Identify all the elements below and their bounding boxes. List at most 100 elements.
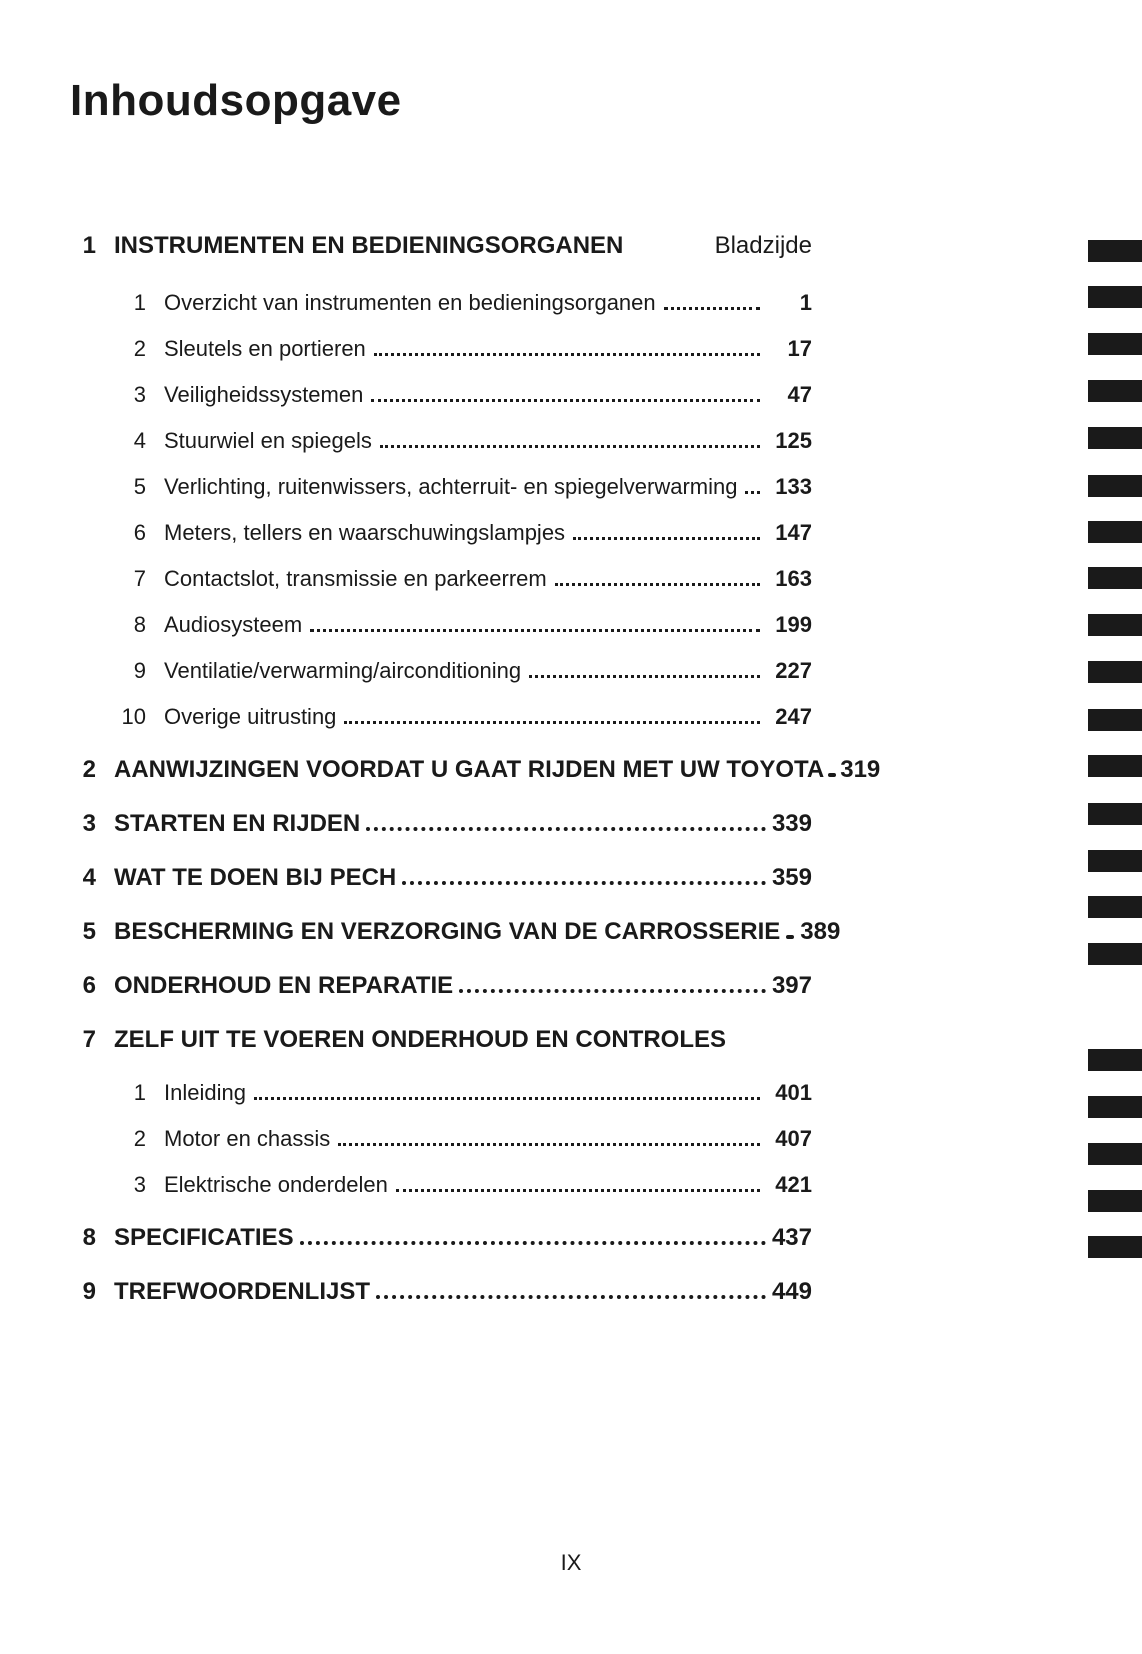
page-title: Inhoudsopgave (70, 76, 1086, 126)
section-title: BESCHERMING EN VERZORGING VAN DE CARROSS… (114, 918, 780, 946)
sub-title: Overzicht van instrumenten en bedienings… (164, 290, 656, 316)
toc-sub-row: 7Contactslot, transmissie en parkeerrem1… (114, 566, 812, 592)
edge-tab (1088, 286, 1142, 308)
sub-number: 8 (114, 612, 146, 638)
edge-tab (1088, 380, 1142, 402)
section-title: TREFWOORDENLIJST (114, 1278, 370, 1306)
leader-dots (371, 387, 760, 402)
leader-dots (573, 525, 760, 540)
section-number: 3 (70, 810, 96, 838)
subsection-block: 1Inleiding4012Motor en chassis4073Elektr… (70, 1080, 812, 1198)
subsection-block: 1 Overzicht van instrumenten en bediening… (70, 290, 812, 730)
sub-title: Sleutels en portieren (164, 336, 366, 362)
edge-tab (1088, 240, 1142, 262)
sub-title: Motor en chassis (164, 1126, 330, 1152)
leader-dots (786, 922, 794, 939)
edge-tab (1088, 475, 1142, 497)
edge-tab (1088, 1236, 1142, 1258)
sub-number: 10 (114, 704, 146, 730)
section-page: 449 (772, 1278, 812, 1306)
edge-tab (1088, 709, 1142, 731)
edge-tab (1088, 896, 1142, 918)
toc-body: 1 INSTRUMENTEN EN BEDIENINGSORGANEN Bladzi… (70, 232, 812, 1306)
section-page: 437 (772, 1224, 812, 1252)
section-title: WAT TE DOEN BIJ PECH (114, 864, 396, 892)
toc-section-row: 3 STARTEN EN RIJDEN339 (70, 810, 812, 838)
toc-section-row: 8 SPECIFICATIES437 (70, 1224, 812, 1252)
sub-number: 6 (114, 520, 146, 546)
sub-title: Ventilatie/verwarming/airconditioning (164, 658, 521, 684)
sub-number: 3 (114, 382, 146, 408)
section-number: 9 (70, 1278, 96, 1306)
sub-page: 407 (768, 1126, 812, 1152)
toc-sub-row: 9 Ventilatie/verwarming/airconditioning 22… (114, 658, 812, 684)
edge-tab (1088, 333, 1142, 355)
sub-title: Contactslot, transmissie en parkeerrem (164, 566, 547, 592)
sub-number: 9 (114, 658, 146, 684)
toc-sub-row: 2 Motor en chassis 407 (114, 1126, 812, 1152)
sub-page: 199 (768, 612, 812, 638)
sub-number: 2 (114, 1126, 146, 1152)
toc-sub-row: 3Elektrische onderdelen421 (114, 1172, 812, 1198)
leader-dots (338, 1131, 760, 1146)
leader-dots (396, 1177, 760, 1192)
section-title: STARTEN EN RIJDEN (114, 810, 360, 838)
section-body: SPECIFICATIES437 (114, 1224, 812, 1252)
section-number: 6 (70, 972, 96, 1000)
page-label: Bladzijde (715, 232, 812, 260)
sub-title: Meters, tellers en waarschuwingslampjes (164, 520, 565, 546)
leader-dots (828, 760, 836, 777)
leader-dots (529, 663, 760, 678)
section-page: 397 (772, 972, 812, 1000)
toc-section-row: 4WAT TE DOEN BIJ PECH359 (70, 864, 812, 892)
section-title: ZELF UIT TE VOEREN ONDERHOUD EN CONTROLE… (114, 1026, 726, 1054)
sub-page: 247 (768, 704, 812, 730)
edge-tab (1088, 661, 1142, 683)
toc-page: Inhoudsopgave 1 INSTRUMENTEN EN BEDIENING… (0, 0, 1142, 1654)
sub-page: 47 (768, 382, 812, 408)
sub-page: 401 (768, 1080, 812, 1106)
sub-number: 1 (114, 290, 146, 316)
leader-dots (254, 1085, 760, 1100)
sub-number: 1 (114, 1080, 146, 1106)
leader-dots (374, 341, 760, 356)
section-number: 8 (70, 1224, 96, 1252)
edge-tab (1088, 850, 1142, 872)
sub-number: 2 (114, 336, 146, 362)
section-number: 7 (70, 1026, 96, 1054)
leader-dots (459, 976, 766, 993)
leader-dots (555, 571, 760, 586)
section-title: ONDERHOUD EN REPARATIE (114, 972, 453, 1000)
leader-dots (402, 868, 766, 885)
edge-tab (1088, 755, 1142, 777)
toc-section-row: 1INSTRUMENTEN EN BEDIENINGSORGANENBladzi… (70, 232, 812, 260)
sub-page: 17 (768, 336, 812, 362)
edge-tab (1088, 1143, 1142, 1165)
section-body: AANWIJZINGEN VOORDAT U GAAT RIJDEN MET U… (114, 756, 880, 784)
leader-dots (745, 479, 760, 494)
sub-page: 227 (768, 658, 812, 684)
edge-tab (1088, 427, 1142, 449)
section-number: 5 (70, 918, 96, 946)
section-number: 4 (70, 864, 96, 892)
section-body: TREFWOORDENLIJST 449 (114, 1278, 812, 1306)
edge-tab (1088, 1190, 1142, 1212)
toc-sub-row: 3Veiligheidssystemen47 (114, 382, 812, 408)
leader-dots (376, 1282, 766, 1299)
section-title: AANWIJZINGEN VOORDAT U GAAT RIJDEN MET U… (114, 756, 824, 784)
section-title: INSTRUMENTEN EN BEDIENINGSORGANEN (114, 232, 623, 260)
toc-sub-row: 1 Overzicht van instrumenten en bediening… (114, 290, 812, 316)
sub-number: 5 (114, 474, 146, 500)
section-number: 2 (70, 756, 96, 784)
toc-section-row: 2AANWIJZINGEN VOORDAT U GAAT RIJDEN MET … (70, 756, 812, 784)
toc-sub-row: 6 Meters, tellers en waarschuwingslampjes… (114, 520, 812, 546)
edge-tab (1088, 521, 1142, 543)
toc-section-row: 6 ONDERHOUD EN REPARATIE 397 (70, 972, 812, 1000)
leader-dots (664, 295, 760, 310)
section-body: INSTRUMENTEN EN BEDIENINGSORGANEN Bladzij… (114, 232, 812, 260)
toc-section-row: 7 ZELF UIT TE VOEREN ONDERHOUD EN CONTROL… (70, 1026, 812, 1054)
section-body: STARTEN EN RIJDEN339 (114, 810, 812, 838)
leader-dots (310, 617, 760, 632)
edge-tab (1088, 943, 1142, 965)
sub-number: 4 (114, 428, 146, 454)
